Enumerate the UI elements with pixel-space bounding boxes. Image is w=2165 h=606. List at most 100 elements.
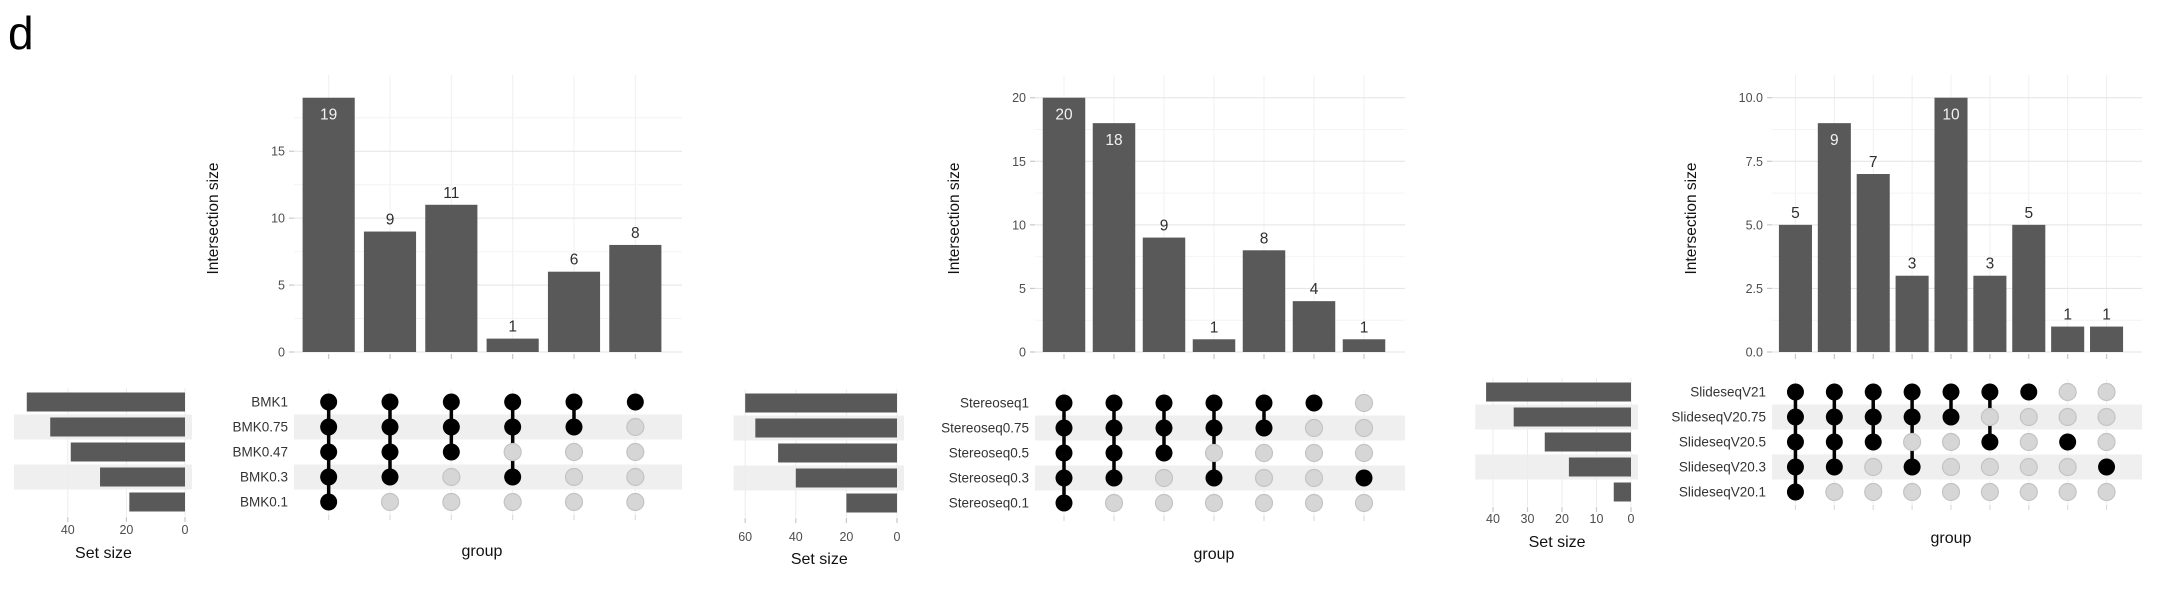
- intersection-bar-label: 3: [1908, 256, 1917, 273]
- matrix-dot-filled: [381, 393, 399, 411]
- y-axis-tick-label: 10.0: [1739, 91, 1763, 105]
- set-size-bar: [778, 443, 897, 463]
- matrix-dot-filled: [1305, 394, 1323, 412]
- matrix-dot-empty: [2058, 382, 2077, 402]
- matrix-dot-filled: [2098, 458, 2116, 476]
- y-axis-tick-label: 5: [1019, 282, 1026, 296]
- y-axis-tick-label: 15: [1012, 155, 1026, 169]
- matrix-dot-empty: [1980, 407, 1999, 427]
- matrix-dot-empty: [503, 442, 522, 462]
- intersection-bar: [1934, 97, 1968, 352]
- matrix-dot-filled: [1205, 469, 1223, 487]
- upset-plot-bmk: 19 9 11 1 6 8 0 5 10 15 Intersection size group BMK1…: [0, 0, 725, 601]
- matrix-dot-filled: [1825, 408, 1843, 426]
- set-size-bar: [50, 417, 185, 437]
- matrix-dot-empty: [1354, 443, 1374, 463]
- intersection-bar: [1292, 301, 1336, 352]
- set-size-tick-label: 40: [61, 523, 75, 537]
- intersection-bar: [547, 271, 601, 352]
- y-axis-tick-label: 0: [278, 346, 285, 360]
- matrix-dot-empty: [1941, 432, 1961, 452]
- matrix-dot-empty: [442, 492, 461, 512]
- intersection-bar: [1895, 275, 1929, 352]
- matrix-dot-empty: [626, 417, 645, 437]
- set-size-tick-label: 40: [1486, 512, 1500, 526]
- intersection-bar-label: 20: [1055, 107, 1073, 124]
- matrix-dot-empty: [1304, 443, 1324, 463]
- set-name-label: Stereoseq0.1: [949, 496, 1029, 511]
- matrix-dot-filled: [2020, 383, 2038, 401]
- matrix-row-stripe: [294, 464, 682, 490]
- set-size-bar: [1613, 482, 1631, 502]
- matrix-dot-empty: [1354, 418, 1374, 438]
- matrix-dot-filled: [504, 468, 522, 486]
- set-size-tick-label: 40: [789, 530, 803, 544]
- matrix-dot-empty: [1354, 493, 1374, 513]
- matrix-dot-empty: [503, 492, 522, 512]
- set-size-bar: [1513, 407, 1631, 427]
- matrix-dot-empty: [2097, 407, 2116, 427]
- matrix-dot-filled: [1355, 469, 1373, 487]
- matrix-dot-filled: [442, 443, 460, 461]
- matrix-dot-filled: [381, 443, 399, 461]
- intersection-bar: [1817, 123, 1851, 353]
- y-axis-tick-label: 5.0: [1746, 218, 1763, 232]
- matrix-dot-filled: [1055, 469, 1073, 487]
- intersection-bar-label: 8: [1260, 230, 1269, 247]
- matrix-dot-filled: [504, 393, 522, 411]
- matrix-dot-empty: [564, 442, 584, 462]
- matrix-dot-empty: [2019, 432, 2038, 452]
- intersection-bar-label: 1: [2102, 307, 2111, 324]
- matrix-dot-filled: [1786, 383, 1804, 401]
- matrix-dot-empty: [1980, 457, 1999, 477]
- set-size-bar: [100, 467, 185, 487]
- matrix-dot-filled: [1903, 383, 1921, 401]
- intersection-bar-label: 1: [1360, 319, 1369, 336]
- set-size-tick-label: 0: [1628, 512, 1635, 526]
- set-name-label: BMK0.75: [232, 420, 288, 435]
- matrix-dot-filled: [1105, 419, 1123, 437]
- intersection-bar-label: 18: [1105, 132, 1122, 149]
- matrix-dot-filled: [320, 418, 338, 436]
- matrix-dot-filled: [1105, 469, 1123, 487]
- set-name-label: Stereoseq0.75: [941, 421, 1029, 436]
- set-size-tick-label: 0: [894, 530, 901, 544]
- matrix-dot-filled: [1205, 394, 1223, 412]
- set-size-bar: [129, 492, 185, 512]
- y-axis-tick-label: 2.5: [1746, 282, 1763, 296]
- matrix-dot-empty: [564, 467, 584, 487]
- matrix-dot-filled: [1205, 419, 1223, 437]
- matrix-dot-filled: [1105, 394, 1123, 412]
- matrix-dot-empty: [442, 467, 461, 487]
- set-size-axis-title: Set size: [791, 551, 848, 568]
- intersection-bar-label: 6: [570, 252, 579, 269]
- matrix-dot-filled: [1942, 383, 1960, 401]
- intersection-bar: [1856, 174, 1890, 352]
- set-name-label: BMK0.47: [232, 445, 288, 460]
- group-axis-label: group: [1931, 530, 1972, 547]
- upset-plot-slideseq: 5 9 7 3 10 3 5 1 1 0.0 2.5 5.0 7.5 10.0 Intersection s…: [1445, 0, 2165, 601]
- matrix-dot-empty: [1864, 482, 1883, 502]
- matrix-dot-empty: [2019, 407, 2038, 427]
- matrix-row-stripe: [294, 414, 682, 440]
- matrix-dot-empty: [2058, 407, 2077, 427]
- matrix-dot-empty: [1980, 482, 1999, 502]
- intersection-bar-label: 1: [508, 319, 517, 336]
- matrix-dot-empty: [564, 492, 584, 512]
- matrix-dot-empty: [1864, 457, 1883, 477]
- matrix-dot-filled: [1055, 494, 1073, 512]
- intersection-bar-label: 9: [386, 212, 395, 229]
- intersection-bar: [363, 231, 417, 352]
- y-axis-title: Intersection size: [946, 163, 963, 275]
- y-axis-tick-label: 5: [278, 279, 285, 293]
- set-name-label: Stereoseq0.5: [949, 446, 1029, 461]
- set-size-tick-label: 0: [182, 523, 189, 537]
- y-axis-tick-label: 0: [1019, 346, 1026, 360]
- matrix-dot-filled: [320, 443, 338, 461]
- set-size-axis-title: Set size: [1529, 534, 1586, 551]
- matrix-dot-empty: [1254, 493, 1274, 513]
- intersection-bar: [302, 97, 355, 352]
- matrix-dot-empty: [2019, 457, 2038, 477]
- group-axis-label: group: [1194, 546, 1235, 563]
- y-axis-title: Intersection size: [1683, 163, 1700, 275]
